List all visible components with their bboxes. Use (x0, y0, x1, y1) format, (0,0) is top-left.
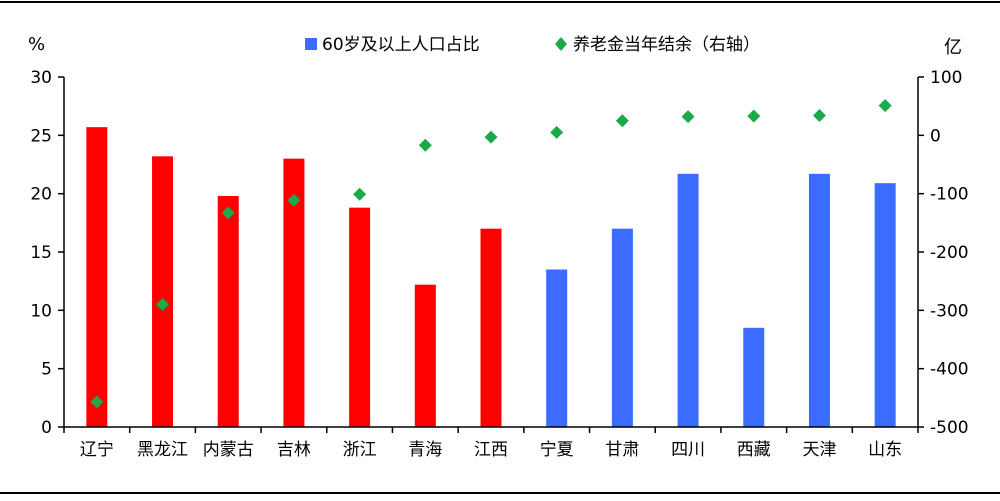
right-tick-label: -300 (930, 301, 969, 321)
x-tick-label: 宁夏 (540, 440, 574, 460)
left-tick-label: 25 (30, 126, 52, 146)
bar (414, 284, 436, 427)
bar (808, 173, 830, 427)
bar (152, 156, 174, 428)
x-tick-label: 山东 (868, 440, 902, 460)
legend-label-bar: 60岁及以上人口占比 (322, 35, 480, 55)
axes: 0 5 10 15 20 25 30 -500 -400 -300 -200 -100 0 100 辽宁 黑龙… (30, 68, 968, 460)
bar (480, 228, 502, 427)
x-tick-label: 青海 (408, 440, 442, 460)
points (90, 99, 892, 409)
bar (349, 207, 371, 427)
scatter-point (156, 298, 170, 311)
scatter-point (353, 187, 367, 201)
x-tick-label: 天津 (802, 440, 836, 460)
x-tick-label: 黑龙江 (137, 440, 188, 460)
left-tick-label: 30 (30, 68, 52, 88)
right-axis-unit: 亿 (944, 37, 962, 58)
scatter-point (221, 206, 235, 220)
x-tick-label: 江西 (474, 440, 508, 460)
scatter-point (747, 109, 761, 123)
scatter-point (418, 138, 432, 152)
scatter-point (681, 110, 695, 124)
legend-label-scatter: 养老金当年结余（右轴） (573, 35, 760, 55)
right-tick-label: -100 (930, 185, 969, 205)
bar (86, 127, 108, 428)
bar (546, 269, 568, 427)
x-tick-label: 浙江 (343, 440, 377, 460)
left-tick-label: 20 (30, 185, 52, 205)
x-tick-label: 吉林 (277, 440, 311, 460)
scatter-point (484, 130, 498, 144)
right-tick-label: -200 (930, 243, 969, 263)
bar (874, 183, 896, 427)
scatter-point (878, 99, 892, 113)
bar (611, 228, 633, 427)
scatter-point (550, 125, 564, 139)
bars (86, 127, 896, 428)
right-tick-label: -500 (930, 418, 969, 438)
legend-swatch-bar (305, 38, 317, 50)
left-axis-unit: % (28, 34, 45, 55)
legend: 60岁及以上人口占比 养老金当年结余（右轴） (305, 35, 760, 55)
scatter-point (812, 109, 826, 122)
x-tick-label: 四川 (671, 440, 705, 460)
right-tick-label: 0 (930, 126, 941, 146)
scatter-point (615, 114, 629, 128)
bar (677, 173, 699, 427)
left-tick-label: 5 (41, 360, 52, 380)
x-tick-label: 甘肃 (605, 440, 639, 460)
left-tick-label: 10 (30, 301, 52, 321)
right-tick-label: -400 (930, 360, 969, 380)
x-tick-label: 西藏 (737, 440, 771, 460)
left-tick-label: 15 (30, 243, 52, 263)
scatter-point (90, 395, 104, 409)
scatter-point (287, 193, 301, 207)
x-tick-label: 辽宁 (80, 440, 114, 460)
bar (217, 196, 239, 427)
x-tick-label: 内蒙古 (203, 440, 254, 460)
bar (743, 327, 765, 427)
right-tick-label: 100 (930, 68, 962, 88)
left-tick-label: 0 (41, 418, 52, 438)
legend-swatch-scatter (555, 37, 567, 51)
bar (283, 158, 305, 427)
